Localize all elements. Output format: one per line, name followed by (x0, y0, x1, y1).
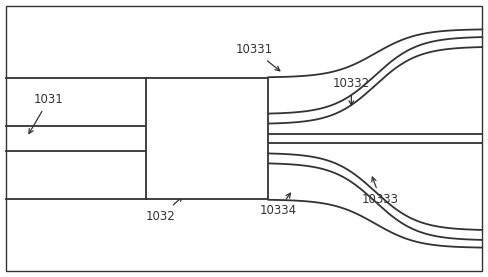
Text: 10331: 10331 (235, 43, 280, 71)
Text: 10334: 10334 (260, 193, 297, 217)
Text: 10332: 10332 (333, 77, 370, 105)
Text: 1031: 1031 (29, 93, 63, 134)
Bar (146, 78, 268, 199)
Text: 10333: 10333 (362, 177, 399, 206)
Text: 1032: 1032 (146, 197, 183, 222)
